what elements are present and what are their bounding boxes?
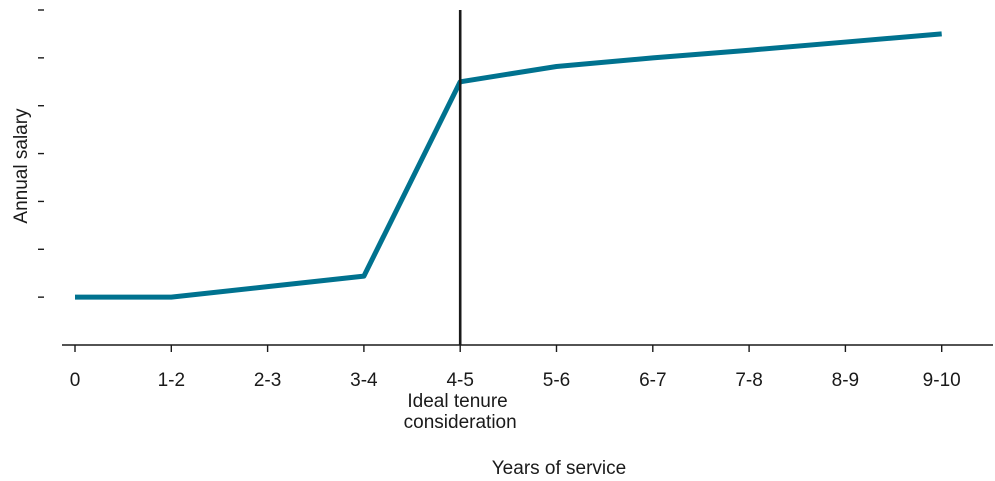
x-tick-label: 1-2 [158, 370, 185, 391]
x-tick-label: 2-3 [254, 370, 281, 391]
x-tick-label: 7-8 [735, 370, 762, 391]
x-tick-label: 5-6 [543, 370, 570, 391]
x-axis-tick-labels: 0 1-2 2-3 3-4 4-5 5-6 6-7 7-8 8-9 9-10 [70, 370, 961, 391]
series-line [75, 31, 942, 300]
reference-line-label: Ideal tenure consideration [404, 391, 517, 433]
x-tick-label: 9-10 [923, 370, 961, 391]
x-tick-label: 0 [70, 370, 81, 391]
x-tick-label: 6-7 [639, 370, 666, 391]
x-axis-ticks [74, 345, 943, 352]
x-axis-label: Years of service [492, 458, 626, 479]
x-tick-label: 3-4 [350, 370, 378, 391]
x-tick-label: 8-9 [832, 370, 859, 391]
y-axis-ticks [38, 9, 44, 298]
reference-line-label-line-1: Ideal tenure [407, 391, 507, 412]
y-axis-label: Annual salary [11, 108, 32, 224]
reference-line-label-line-2: consideration [404, 412, 517, 433]
x-tick-label: 4-5 [446, 370, 473, 391]
